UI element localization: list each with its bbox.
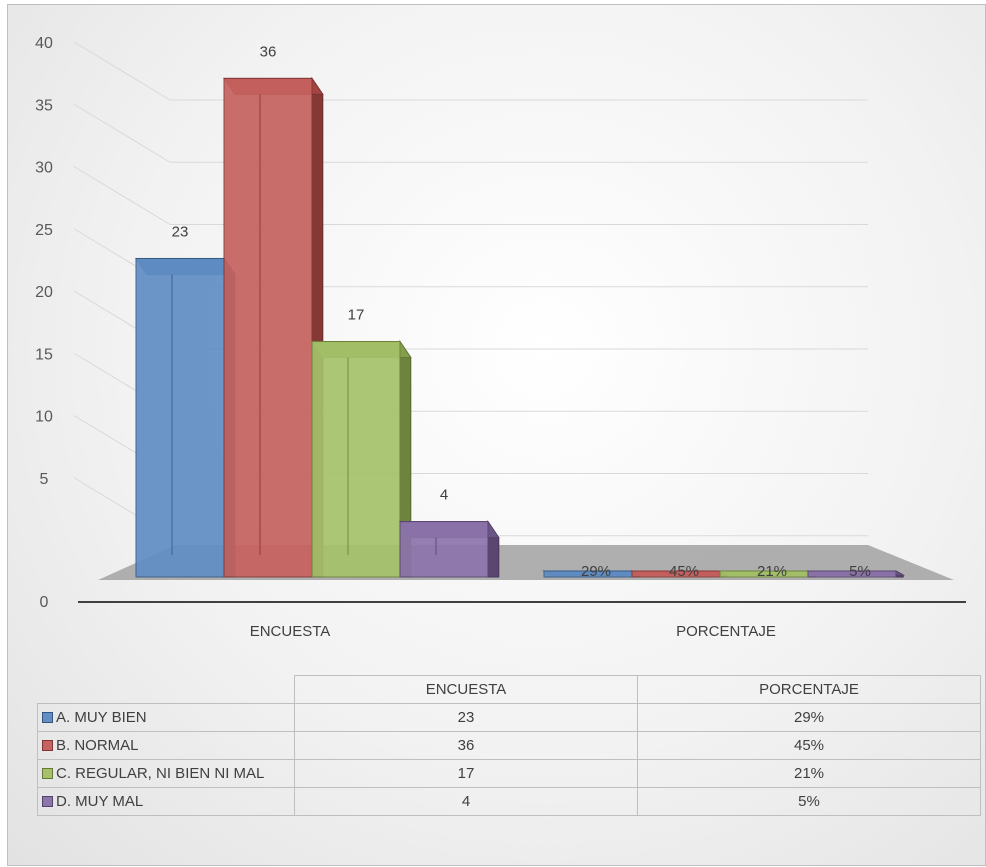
y-tick-label: 5	[40, 471, 49, 488]
table-row: D. MUY MAL 4 5%	[37, 787, 981, 816]
table-corner-cell	[37, 675, 295, 704]
table-cell: 17	[294, 759, 638, 788]
legend-swatch-icon	[42, 739, 53, 751]
table-row-label: D. MUY MAL	[37, 787, 295, 816]
y-tick-label: 0	[40, 594, 49, 611]
legend-swatch-icon	[42, 711, 53, 723]
gridline-depth	[73, 103, 171, 163]
table-cell: 45%	[637, 731, 981, 760]
data-label: 23	[172, 223, 189, 240]
table-row: C. REGULAR, NI BIEN NI MAL 17 21%	[37, 759, 981, 788]
table-row: B. NORMAL 36 45%	[37, 731, 981, 760]
data-label: 29%	[581, 563, 611, 580]
table-col-header: ENCUESTA	[294, 675, 638, 704]
table-row: A. MUY BIEN 23 29%	[37, 703, 981, 732]
gridline-depth	[73, 166, 171, 225]
bar	[399, 521, 489, 578]
data-label: 4	[440, 487, 448, 504]
y-tick-label: 25	[35, 222, 53, 239]
data-label: 21%	[757, 563, 787, 580]
legend-swatch-icon	[42, 767, 53, 779]
table-row-label: A. MUY BIEN	[37, 703, 295, 732]
gridline-depth	[73, 41, 171, 101]
table-cell: 21%	[637, 759, 981, 788]
bar	[135, 257, 225, 578]
y-tick-label: 35	[35, 97, 53, 114]
data-label: 5%	[849, 563, 871, 580]
data-label: 17	[348, 307, 365, 324]
y-tick-label: 10	[35, 409, 53, 426]
category-label: PORCENTAJE	[676, 623, 776, 640]
table-header-row: ENCUESTA PORCENTAJE	[37, 675, 981, 704]
chart-area: 0 5 10 15 20 25 30 35 40 23 36 17 4 ENCUESTA 29% 45% 21%…	[7, 4, 986, 866]
table-row-label: B. NORMAL	[37, 731, 295, 760]
data-label: 45%	[669, 563, 699, 580]
category-label: ENCUESTA	[250, 623, 331, 640]
legend-swatch-icon	[42, 795, 53, 807]
table-cell: 36	[294, 731, 638, 760]
y-tick-label: 15	[35, 346, 53, 363]
data-label: 36	[260, 43, 277, 60]
y-tick-label: 20	[35, 284, 53, 301]
y-tick-label: 40	[35, 35, 53, 52]
bar	[311, 341, 401, 578]
table-cell: 23	[294, 703, 638, 732]
y-tick-label: 30	[35, 160, 53, 177]
data-table: ENCUESTA PORCENTAJE A. MUY BIEN 23 29% B…	[37, 675, 981, 816]
bar	[223, 77, 313, 578]
table-col-header: PORCENTAJE	[637, 675, 981, 704]
table-cell: 5%	[637, 787, 981, 816]
table-row-label: C. REGULAR, NI BIEN NI MAL	[37, 759, 295, 788]
table-cell: 4	[294, 787, 638, 816]
bar	[807, 570, 897, 578]
bar-chart-3d: 0 5 10 15 20 25 30 35 40 23 36 17 4 ENCUESTA 29% 45% 21%…	[35, 35, 966, 640]
table-cell: 29%	[637, 703, 981, 732]
